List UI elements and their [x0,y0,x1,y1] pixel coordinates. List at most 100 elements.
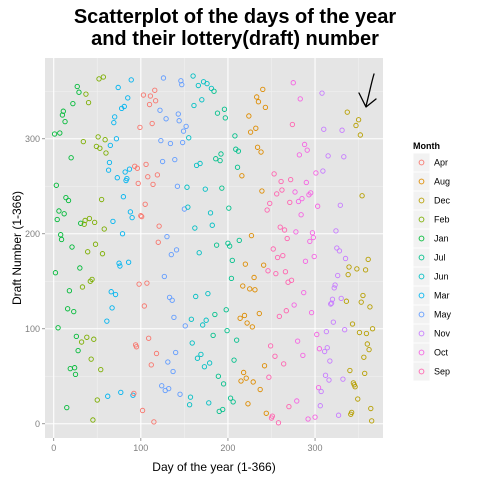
data-point [254,94,260,100]
data-point [55,325,61,331]
data-point [222,115,228,121]
data-point [237,315,243,321]
data-point [333,228,339,234]
data-point [290,80,296,86]
data-point [245,401,251,407]
data-point [152,87,158,93]
data-point [175,111,181,117]
data-point [195,82,201,89]
data-point [204,81,210,87]
data-point [136,281,142,287]
data-point [344,109,350,115]
x-tick-label: 100 [133,443,148,453]
legend-key [412,342,431,363]
data-point [242,261,249,267]
data-point [211,88,217,94]
data-point [271,171,277,177]
data-point [281,361,287,367]
data-point [106,159,113,166]
data-point [241,312,248,319]
data-point [203,317,209,323]
data-point [76,89,82,95]
data-point [278,178,284,185]
data-point [364,341,370,347]
data-point [113,136,120,142]
data-point [183,123,189,130]
data-point [357,132,363,138]
data-point [261,363,268,369]
data-point [322,372,329,378]
data-point [311,253,317,260]
data-point [264,207,270,213]
legend-marker [418,197,425,204]
data-point [221,106,228,112]
data-point [238,378,244,384]
data-point [251,274,257,281]
data-point [232,133,238,139]
data-point [105,167,112,173]
data-point [277,224,283,230]
data-point [100,74,107,80]
x-tick-label: 300 [308,443,323,453]
data-point [355,396,361,402]
data-point [305,416,311,422]
data-point [68,155,74,161]
legend-label: Apr [434,158,448,168]
data-point [99,251,106,257]
data-point [134,165,140,171]
data-points [51,73,376,426]
data-point [168,251,174,258]
data-point [199,97,205,103]
data-point [259,188,265,194]
data-point [53,182,59,188]
data-point [126,166,133,172]
data-point [215,373,222,379]
data-point [62,119,68,125]
data-point [58,232,64,238]
data-point [339,127,345,133]
data-point [365,256,371,263]
data-point [141,303,147,309]
data-point [147,93,154,99]
data-point [284,235,290,242]
legend-label: Dec [434,196,451,206]
y-tick-labels: 0 100 200 300 [25,134,40,429]
data-point [74,83,80,90]
data-point [63,194,69,201]
data-point [280,252,286,259]
data-point [240,283,246,289]
data-point [326,377,332,383]
data-point [308,190,314,196]
data-point [173,247,180,253]
data-point [348,409,355,415]
data-point [267,343,274,349]
data-point [81,221,87,227]
data-point [220,406,226,413]
data-point [247,129,254,135]
data-point [129,214,135,221]
data-point [124,175,130,182]
data-point [356,329,363,336]
data-point [207,210,214,216]
data-point [353,122,359,129]
data-point [325,153,331,159]
data-point [275,420,282,426]
data-point [153,350,160,357]
legend-key [412,285,431,306]
data-point [208,85,215,92]
legend-key [412,323,431,344]
data-point [84,334,90,340]
data-point [78,220,84,226]
data-point [252,287,258,293]
data-point [274,254,281,261]
data-point [161,273,168,280]
data-point [345,271,351,278]
data-point [92,219,98,226]
data-point [319,90,325,96]
legend-marker [418,235,425,242]
data-point [71,365,78,371]
data-point [219,185,225,191]
data-point [145,174,151,180]
data-point [324,345,330,351]
